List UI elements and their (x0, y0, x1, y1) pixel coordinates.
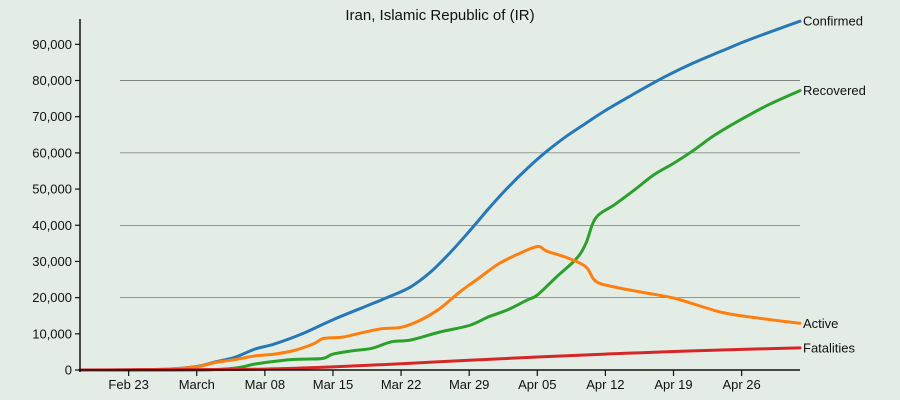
axes (79, 19, 800, 372)
y-tick-label: 30,000 (32, 254, 72, 269)
x-tick-label: Apr 05 (518, 377, 556, 392)
y-tick-label: 40,000 (32, 218, 72, 233)
y-tick-label: 60,000 (32, 145, 72, 160)
grid-lines (120, 80, 800, 298)
recovered-line (78, 89, 802, 372)
x-tick-label: Mar 29 (449, 377, 489, 392)
confirmed-line (78, 19, 802, 372)
series-lines (78, 19, 802, 372)
confirmed-label: Confirmed (803, 14, 863, 29)
y-tick-label: 10,000 (32, 326, 72, 341)
series-end-labels: Confirmed Recovered Active Fatalities (803, 14, 866, 356)
x-tick-label: Apr 12 (586, 377, 624, 392)
recovered-label: Recovered (803, 83, 866, 98)
x-tick-label: Apr 19 (654, 377, 692, 392)
y-tick-label: 90,000 (32, 37, 72, 52)
y-tick-label: 50,000 (32, 182, 72, 197)
x-tick-label: Apr 26 (722, 377, 760, 392)
y-tick-label: 80,000 (32, 73, 72, 88)
active-line (78, 245, 802, 372)
x-axis-ticks: Feb 23 March Mar 08 Mar 15 Mar 22 Mar 29 Apr 0… (108, 370, 761, 392)
chart-title: Iran, Islamic Republic of (IR) (345, 7, 534, 24)
y-tick-label: 20,000 (32, 290, 72, 305)
x-tick-label: Feb 23 (108, 377, 148, 392)
x-tick-label: Mar 15 (313, 377, 353, 392)
x-tick-label: Mar 22 (381, 377, 421, 392)
fatalities-label: Fatalities (803, 340, 856, 355)
x-tick-label: March (179, 377, 215, 392)
active-label: Active (803, 316, 838, 331)
y-tick-label: 0 (65, 363, 72, 378)
y-tick-label: 70,000 (32, 109, 72, 124)
x-tick-label: Mar 08 (245, 377, 285, 392)
y-axis-ticks: 0 10,000 20,000 30,000 40,000 50,000 60,000 70,… (32, 37, 80, 378)
